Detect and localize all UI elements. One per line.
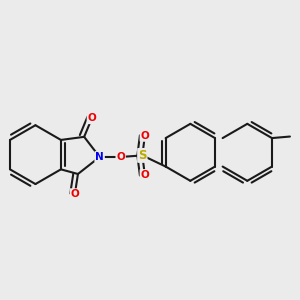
Text: O: O [70,189,79,199]
Text: O: O [140,170,149,180]
Text: S: S [138,149,147,162]
Text: O: O [88,113,96,123]
Text: N: N [95,152,104,162]
Text: O: O [140,131,149,141]
Text: O: O [116,152,125,162]
